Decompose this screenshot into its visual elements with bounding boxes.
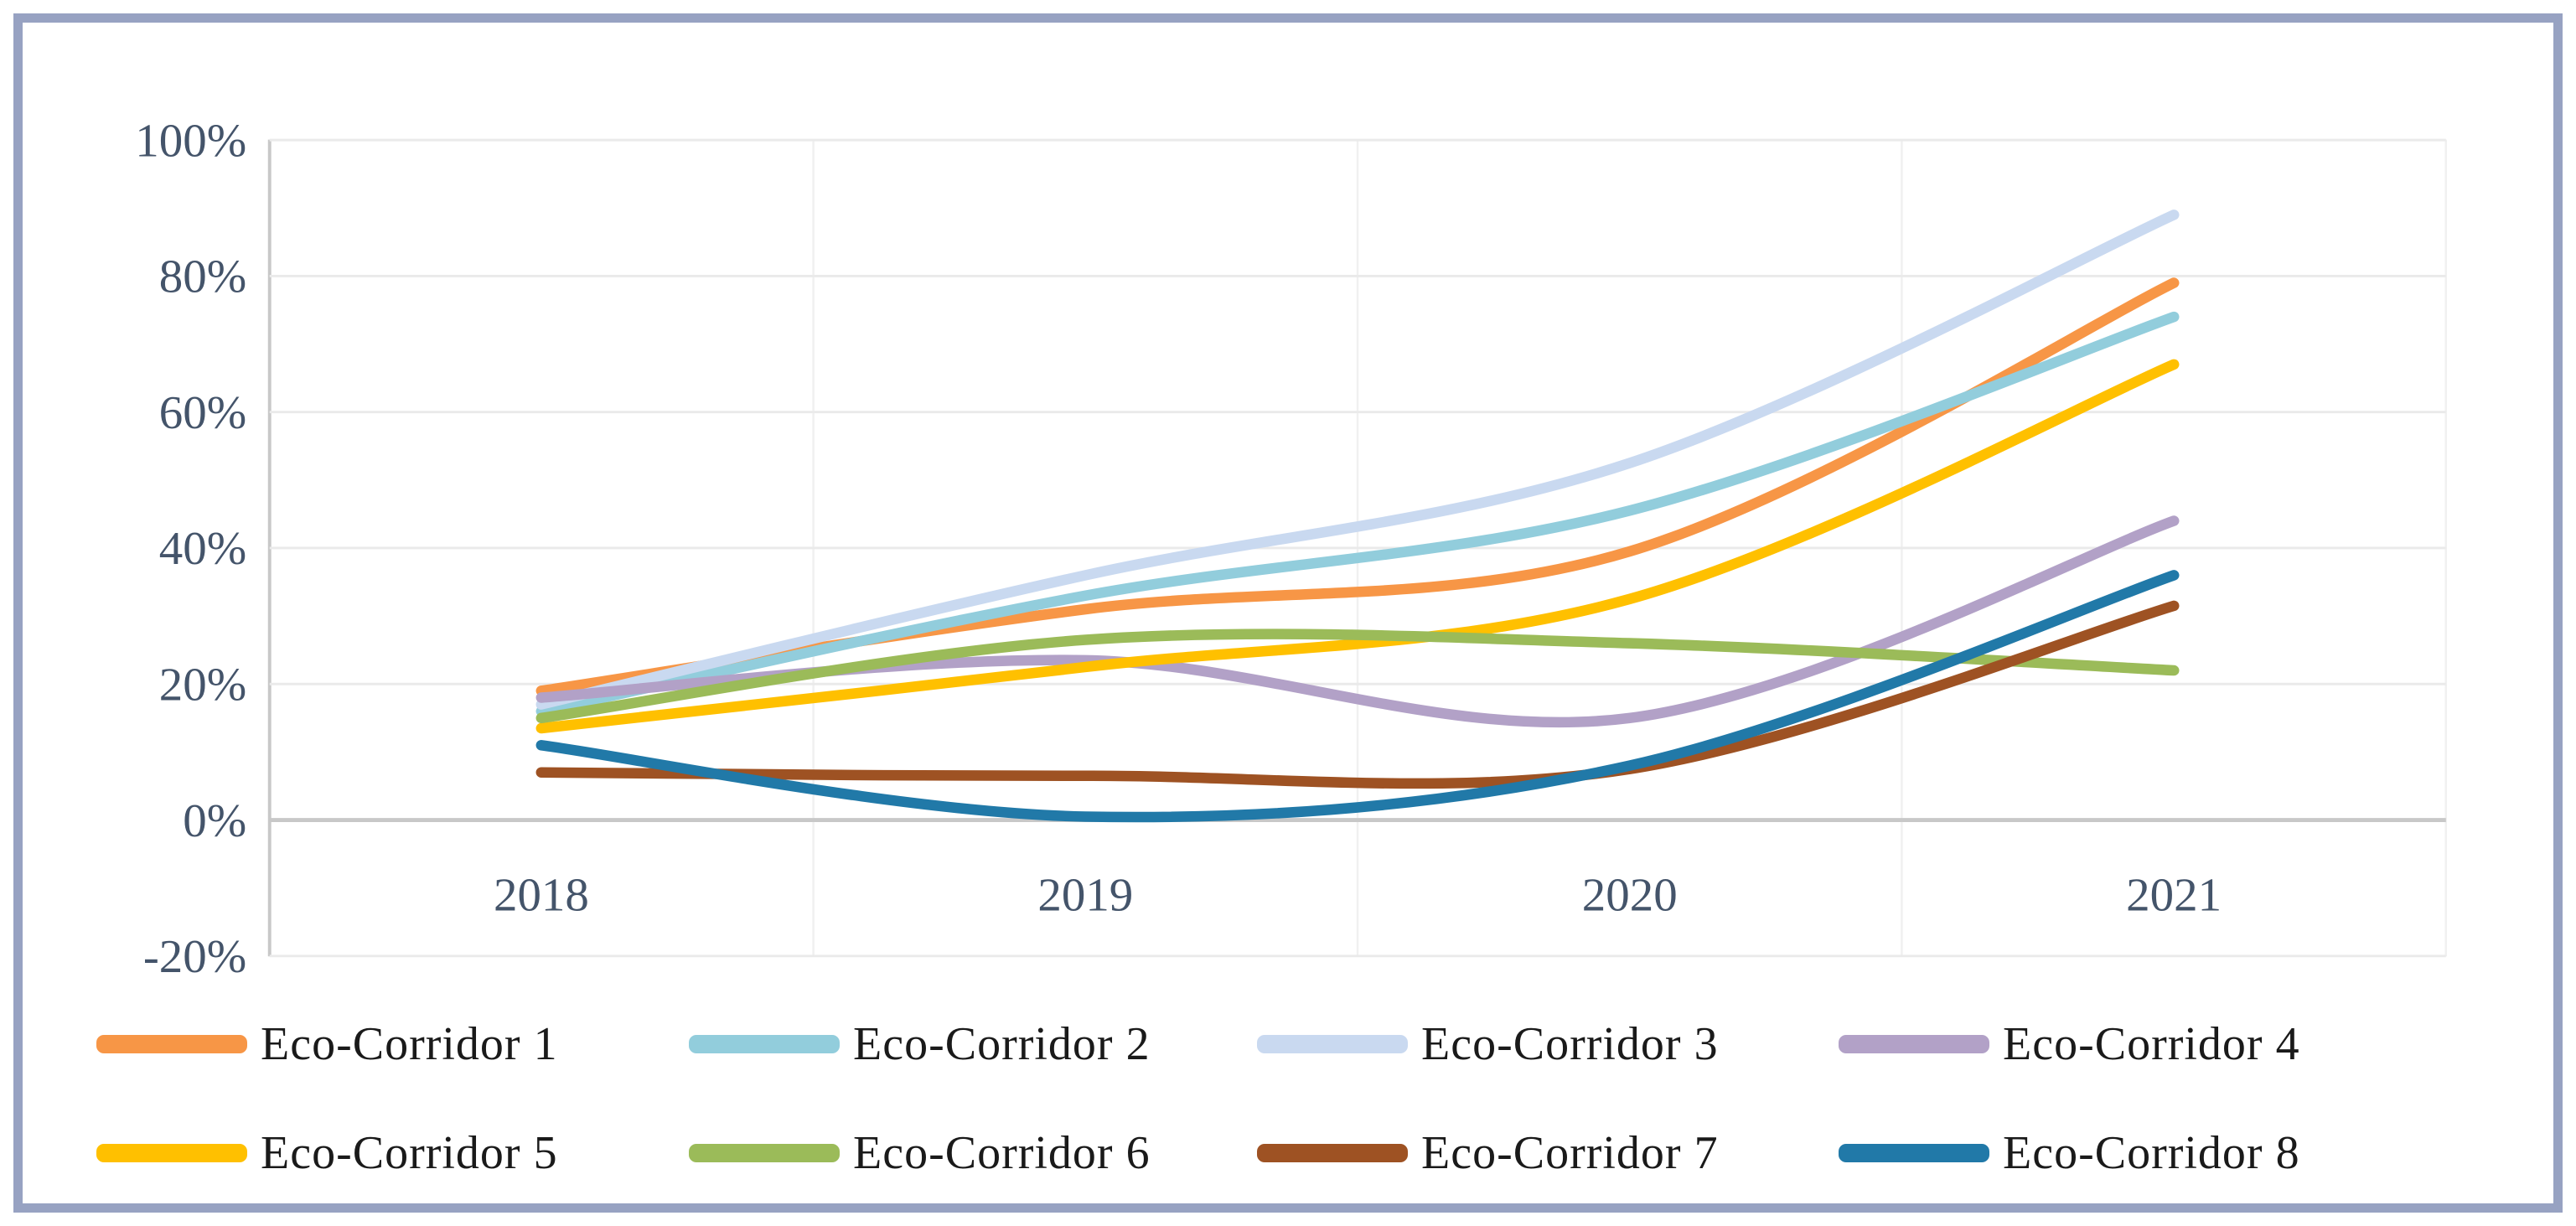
legend-item-eco-corridor-1: Eco-Corridor 1	[96, 1018, 558, 1070]
legend-label: Eco-Corridor 8	[2003, 1127, 2300, 1179]
legend-label: Eco-Corridor 5	[261, 1127, 558, 1179]
x-tick-label: 2019	[1037, 870, 1133, 921]
legend-swatch	[1257, 1144, 1408, 1162]
legend-swatch	[1839, 1144, 1989, 1162]
chart-frame: 100% 80% 60% 40% 20% 0% -20% 2018 2019 2020 2021	[13, 13, 2563, 1213]
legend-swatch	[96, 1035, 247, 1053]
legend-label: Eco-Corridor 7	[1421, 1127, 1719, 1179]
legend-label: Eco-Corridor 6	[853, 1127, 1151, 1179]
legend-item-eco-corridor-6: Eco-Corridor 6	[689, 1127, 1151, 1179]
legend-swatch	[689, 1144, 840, 1162]
x-tick-label: 2018	[494, 870, 589, 921]
legend-item-eco-corridor-3: Eco-Corridor 3	[1257, 1018, 1719, 1070]
line-chart-canvas: 100% 80% 60% 40% 20% 0% -20% 2018 2019 2020 2021	[135, 116, 2448, 983]
legend-swatch	[689, 1035, 840, 1053]
x-tick-label: 2021	[2126, 870, 2222, 921]
series-line-eco-corridor-8	[535, 570, 2180, 823]
y-tick-label: 60%	[159, 387, 246, 438]
y-tick-label: 0%	[183, 795, 246, 846]
legend-label: Eco-Corridor 4	[2003, 1018, 2300, 1070]
legend-item-eco-corridor-5: Eco-Corridor 5	[96, 1127, 558, 1179]
legend-item-eco-corridor-4: Eco-Corridor 4	[1839, 1018, 2300, 1070]
series-line-eco-corridor-2	[535, 311, 2180, 716]
legend-label: Eco-Corridor 1	[261, 1018, 558, 1070]
series-line-eco-corridor-7	[535, 600, 2180, 789]
legend-swatch	[1257, 1035, 1408, 1053]
x-tick-label: 2020	[1582, 870, 1678, 921]
y-tick-label: -20%	[143, 932, 246, 983]
y-tick-label: 20%	[159, 660, 246, 711]
y-tick-label: 40%	[159, 524, 246, 575]
legend-label: Eco-Corridor 2	[853, 1018, 1151, 1070]
series-line-eco-corridor-6	[535, 629, 2180, 724]
y-tick-label: 100%	[135, 116, 246, 167]
series-line-eco-corridor-5	[535, 359, 2180, 734]
legend-swatch	[96, 1144, 247, 1162]
legend-item-eco-corridor-8: Eco-Corridor 8	[1839, 1127, 2300, 1179]
legend-item-eco-corridor-7: Eco-Corridor 7	[1257, 1127, 1719, 1179]
legend-swatch	[1839, 1035, 1989, 1053]
legend-item-eco-corridor-2: Eco-Corridor 2	[689, 1018, 1151, 1070]
y-tick-label: 80%	[159, 251, 246, 303]
series-line-eco-corridor-3	[535, 210, 2180, 710]
legend-label: Eco-Corridor 3	[1421, 1018, 1719, 1070]
